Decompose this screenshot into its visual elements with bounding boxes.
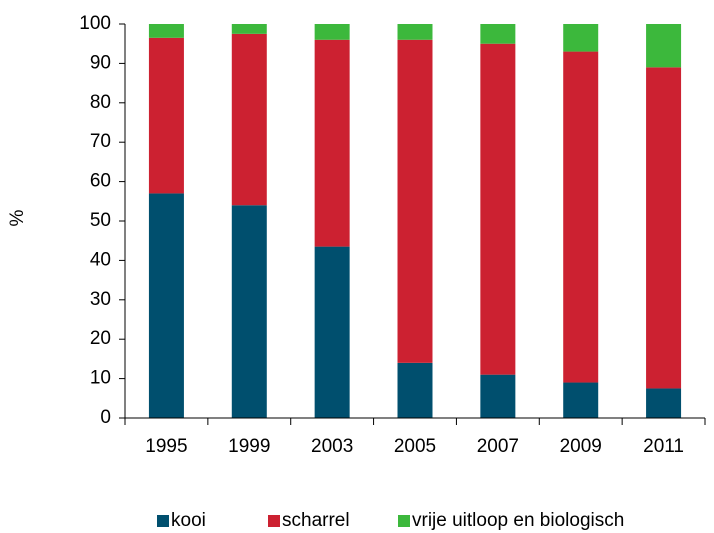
bar-segment [480, 43, 516, 375]
y-tick-label: 30 [90, 289, 111, 310]
bar-segment [397, 362, 433, 418]
bar-segment [148, 37, 184, 194]
bar-segment [397, 39, 433, 363]
legend-swatch [157, 515, 169, 527]
y-tick-label: 90 [90, 52, 111, 73]
bar-segment [231, 205, 267, 418]
y-tick-label: 80 [90, 92, 111, 113]
y-tick-label: 0 [100, 407, 111, 428]
bar-segment [231, 24, 267, 34]
y-tick-label: 40 [90, 249, 111, 270]
bar-segment [480, 374, 516, 418]
bar-segment [563, 24, 599, 52]
bar-segment [231, 33, 267, 206]
bar-segment [148, 193, 184, 418]
bar-segment [563, 382, 599, 418]
legend-swatch [268, 515, 280, 527]
legend-label: vrije uitloop en biologisch [412, 510, 624, 531]
y-axis-label: % [7, 209, 28, 226]
x-tick-label: 2011 [643, 436, 684, 457]
y-tick-label: 50 [90, 210, 111, 231]
bar-segment [314, 24, 350, 40]
bar-segment [480, 24, 516, 44]
bar-segment [646, 24, 682, 68]
x-tick-label: 2005 [394, 436, 436, 457]
bar-segment [314, 246, 350, 418]
bar-segment [397, 24, 433, 40]
y-tick-label: 100 [79, 13, 111, 34]
legend-label: scharrel [282, 510, 350, 531]
x-tick-label: 2003 [311, 436, 353, 457]
x-tick-label: 1995 [145, 436, 187, 457]
y-tick-label: 60 [90, 171, 111, 192]
bar-segment [314, 39, 350, 247]
bar-segment [563, 51, 599, 383]
x-tick-label: 2009 [560, 436, 602, 457]
legend-swatch [398, 515, 410, 527]
y-tick-label: 20 [90, 328, 111, 349]
y-tick-label: 10 [90, 368, 111, 389]
y-tick-label: 70 [90, 131, 111, 152]
x-tick-label: 1999 [228, 436, 270, 457]
bar-segment [646, 388, 682, 418]
x-tick-label: 2007 [477, 436, 519, 457]
bar-segment [646, 67, 682, 389]
bar-segment [148, 24, 184, 38]
legend-label: kooi [171, 510, 206, 531]
